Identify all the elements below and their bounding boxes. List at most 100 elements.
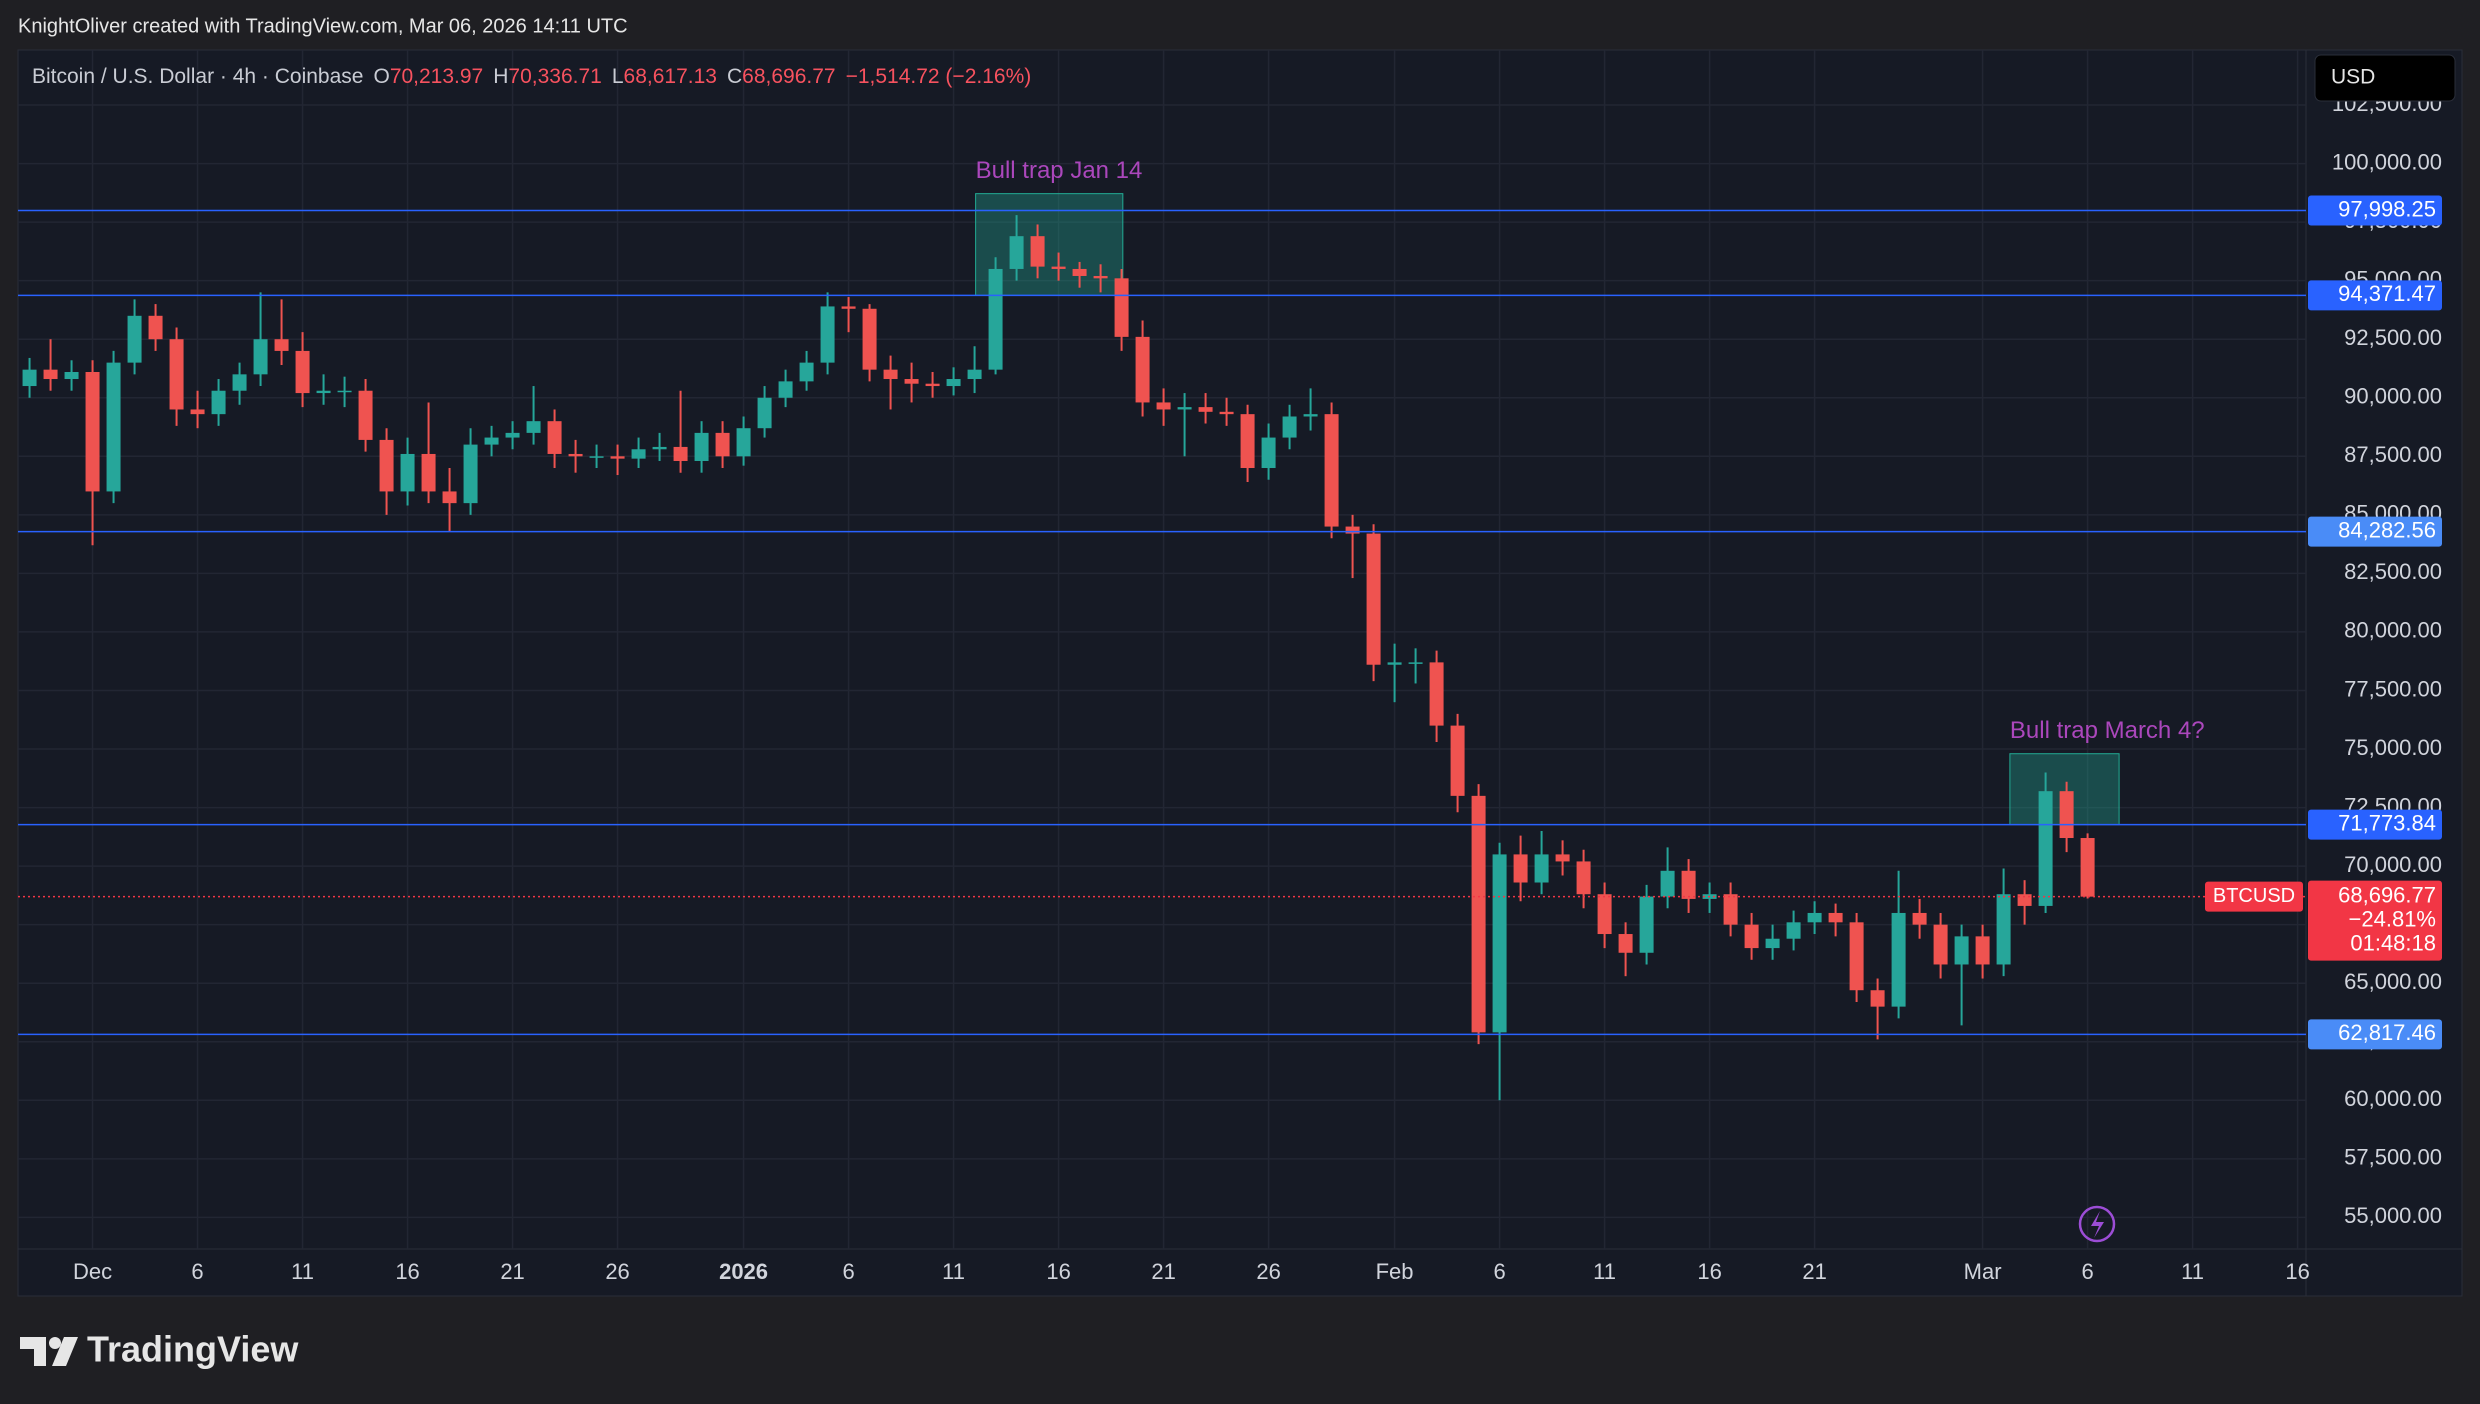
legend-value: 68,696.77: [742, 65, 835, 88]
level-label: 71,773.84: [2338, 810, 2436, 835]
candle-body: [106, 362, 121, 492]
candle-body: [1156, 402, 1171, 410]
candle-body: [337, 390, 352, 393]
y-tick-label: 70,000.00: [2344, 852, 2442, 877]
candle-body: [1324, 414, 1339, 527]
candle-body: [358, 390, 373, 440]
candle-body: [379, 439, 394, 492]
last-price-symbol-box: [2205, 881, 2303, 912]
candle-body: [694, 432, 709, 461]
candle-body: [1681, 870, 1696, 899]
x-tick-label: 6: [1493, 1259, 1505, 1284]
last-price-change: −24.81%: [2349, 906, 2436, 931]
candle-body: [904, 379, 919, 384]
candle-body: [757, 397, 772, 429]
level-label-box: [2308, 280, 2442, 311]
candle-body: [64, 371, 79, 380]
level-label: 97,998.25: [2338, 196, 2436, 221]
candle-body: [1597, 894, 1612, 935]
candle-body: [1366, 533, 1381, 665]
y-tick-label: 60,000.00: [2344, 1086, 2442, 1111]
candle-body: [1975, 936, 1990, 965]
y-tick-label: 77,500.00: [2344, 676, 2442, 701]
x-tick-label: 2026: [719, 1259, 768, 1284]
candle-body: [1219, 411, 1234, 415]
currency[interactable]: USD: [2331, 66, 2375, 89]
level-label-box: [2308, 516, 2442, 547]
candle-body: [1933, 924, 1948, 965]
candle-body: [232, 374, 247, 391]
y-tick-label: 75,000.00: [2344, 735, 2442, 760]
y-tick-label: 82,500.00: [2344, 559, 2442, 584]
candle-body: [421, 453, 436, 492]
candle-body: [841, 306, 856, 309]
last-price-box: [2308, 880, 2442, 961]
candle-body: [883, 369, 898, 380]
candle-body: [1849, 922, 1864, 991]
y-tick-label: 87,500.00: [2344, 442, 2442, 467]
candle-body: [1513, 854, 1528, 883]
x-tick-label: 26: [605, 1259, 629, 1284]
x-tick-label: Dec: [73, 1259, 112, 1284]
candle-body: [1765, 938, 1780, 949]
x-tick-label: 6: [191, 1259, 203, 1284]
x-tick-label: Mar: [1964, 1259, 2002, 1284]
candle-body: [589, 456, 604, 458]
candle-body: [211, 390, 226, 415]
candle-body: [1996, 894, 2011, 965]
candle-body: [1534, 854, 1549, 883]
x-tick-label: 11: [2181, 1259, 2204, 1284]
level-label-box: [2308, 1019, 2442, 1050]
assistant-icon[interactable]: [2078, 1205, 2116, 1243]
candle-body: [2059, 791, 2074, 839]
candle-body: [1261, 437, 1276, 469]
candle-body: [610, 456, 625, 459]
candle-body: [1807, 912, 1822, 923]
candle-body: [1303, 414, 1318, 417]
candle-body: [2038, 791, 2053, 906]
legend-key: C: [727, 65, 742, 88]
currency-button[interactable]: [2314, 54, 2456, 102]
candle-body: [799, 362, 814, 382]
candle-body: [862, 308, 877, 370]
candle-body: [1240, 414, 1255, 469]
candle-body: [1870, 990, 1885, 1007]
candle-body: [1450, 725, 1465, 796]
candle-body: [316, 390, 331, 394]
candle-body: [400, 453, 415, 492]
candle-body: [1492, 854, 1507, 1033]
last-price-label: 68,696.77: [2338, 882, 2436, 907]
candle-body: [715, 432, 730, 457]
candle-body: [2080, 838, 2095, 897]
candle-body: [1639, 896, 1654, 953]
candle-body: [526, 421, 541, 433]
candle-body: [1009, 236, 1024, 269]
candle-body: [778, 381, 793, 398]
axes: 55,000.0057,500.0060,000.0062,500.0065,0…: [73, 91, 2442, 1284]
candle-body: [1912, 912, 1927, 925]
brand-logo: [20, 1337, 78, 1366]
candle-body: [1429, 662, 1444, 726]
y-tick-label: 57,500.00: [2344, 1145, 2442, 1170]
level-label-box: [2308, 809, 2442, 840]
candle-body: [1786, 922, 1801, 939]
x-tick-label: 11: [291, 1259, 314, 1284]
candle-body: [967, 369, 982, 380]
candle-body: [43, 369, 58, 380]
candle-body: [652, 446, 667, 450]
x-tick-label: 11: [942, 1259, 965, 1284]
y-tick-label: 80,000.00: [2344, 618, 2442, 643]
candle-body: [1723, 894, 1738, 925]
candle-body: [1660, 870, 1675, 897]
y-tick-label: 65,000.00: [2344, 969, 2442, 994]
candle-body: [1051, 266, 1066, 269]
y-tick-label: 100,000.00: [2332, 149, 2442, 174]
grid: [18, 50, 2306, 1249]
assistant-bolt: [2091, 1211, 2104, 1238]
x-tick-label: 16: [395, 1259, 419, 1284]
candle-body: [1471, 795, 1486, 1033]
level-label: 84,282.56: [2338, 517, 2436, 542]
last-price-symbol: BTCUSD: [2213, 885, 2295, 907]
